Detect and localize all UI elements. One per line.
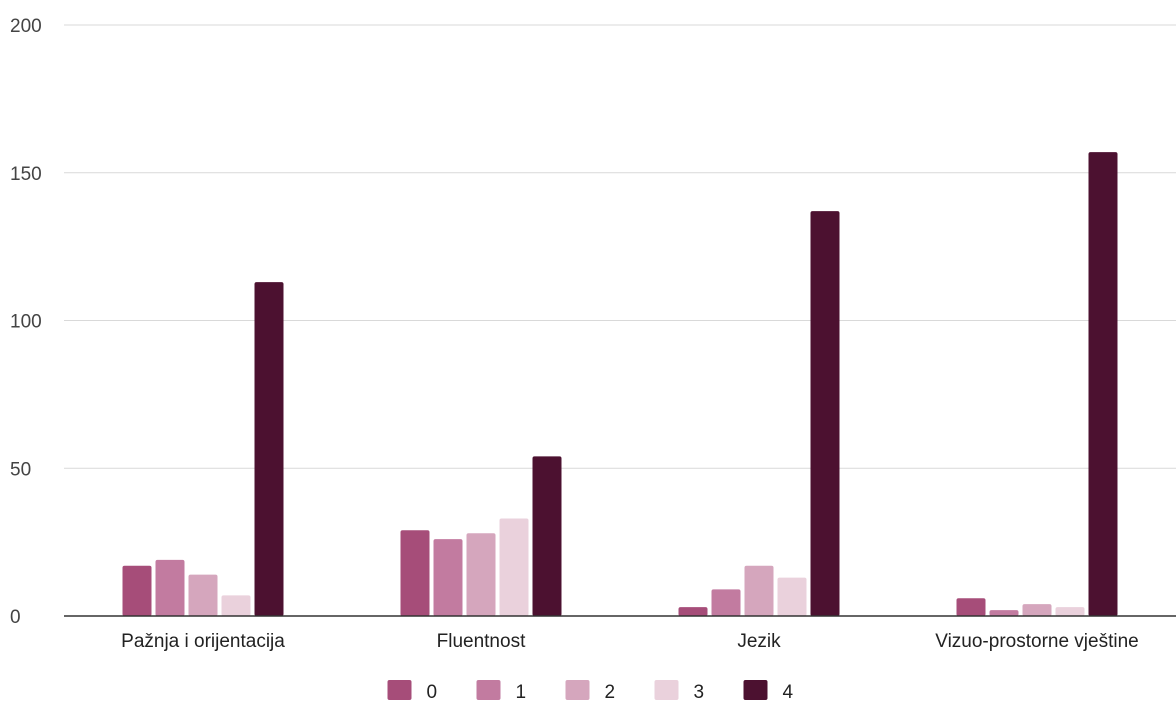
category-labels: Pažnja i orijentacija Fluentnost Jezik Vizu… bbox=[121, 631, 1139, 652]
y-tick-label: 200 bbox=[10, 16, 42, 37]
bar-0-series-0 bbox=[122, 565, 152, 616]
bar-1-series-3 bbox=[499, 518, 529, 616]
category-label: Pažnja i orijentacija bbox=[121, 631, 285, 652]
bars bbox=[122, 152, 1118, 617]
bar-2-series-1 bbox=[711, 589, 741, 616]
legend-swatch bbox=[743, 680, 768, 700]
y-tick-label: 100 bbox=[10, 312, 42, 333]
legend-label: 3 bbox=[694, 682, 705, 702]
bar-1-series-2 bbox=[466, 533, 496, 616]
bar-1-series-1 bbox=[433, 539, 463, 616]
bar-2-series-2 bbox=[744, 565, 774, 616]
y-tick-label: 150 bbox=[10, 164, 42, 185]
bar-3-series-0 bbox=[956, 598, 986, 616]
legend-swatch bbox=[565, 680, 590, 700]
bar-3-series-2 bbox=[1022, 604, 1052, 616]
category-label: Jezik bbox=[737, 631, 781, 652]
bar-2-series-3 bbox=[777, 577, 807, 616]
category-label: Vizuo-prostorne vještine bbox=[935, 631, 1138, 652]
bar-3-series-3 bbox=[1055, 607, 1085, 616]
legend-label: 1 bbox=[516, 682, 527, 702]
legend-swatch bbox=[654, 680, 679, 700]
y-axis-tick-labels: 0 50 100 150 200 bbox=[10, 16, 42, 628]
legend-swatch bbox=[387, 680, 412, 700]
bar-2-series-4 bbox=[810, 211, 840, 617]
bar-2-series-0 bbox=[678, 607, 708, 616]
legend-label: 4 bbox=[783, 682, 794, 702]
bar-0-series-2 bbox=[188, 574, 218, 616]
category-label: Fluentnost bbox=[437, 631, 526, 652]
bar-1-series-4 bbox=[532, 456, 562, 616]
bar-0-series-3 bbox=[221, 595, 251, 616]
y-gridlines bbox=[64, 24, 1176, 469]
y-tick-label: 50 bbox=[10, 459, 31, 480]
y-tick-label: 0 bbox=[10, 607, 21, 628]
bar-3-series-4 bbox=[1088, 152, 1118, 616]
bar-3-series-1 bbox=[989, 610, 1019, 616]
bar-0-series-1 bbox=[155, 559, 185, 616]
legend-label: 2 bbox=[605, 682, 616, 702]
bar-1-series-0 bbox=[400, 530, 430, 616]
bar-0-series-4 bbox=[254, 282, 284, 616]
legend: 0 1 2 3 4 bbox=[387, 680, 794, 702]
legend-label: 0 bbox=[427, 682, 438, 702]
legend-swatch bbox=[476, 680, 501, 700]
